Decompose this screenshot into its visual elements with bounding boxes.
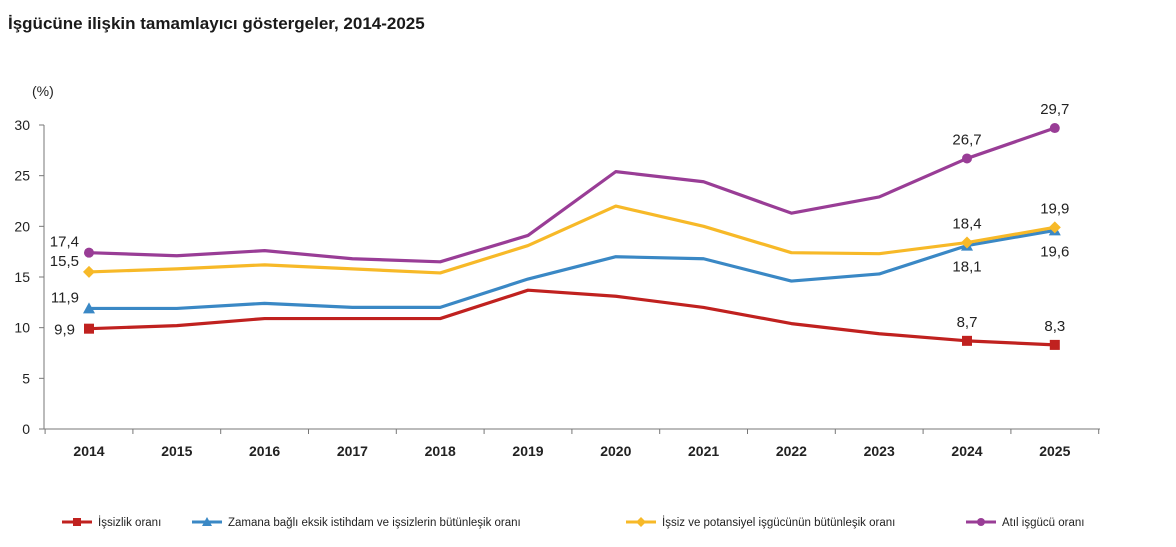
data-label: 18,1 xyxy=(952,259,981,276)
data-point-unemployment-rate xyxy=(1049,339,1060,350)
x-tick-label: 2021 xyxy=(688,443,719,459)
x-tick-label: 2024 xyxy=(951,443,982,459)
x-tick-label: 2017 xyxy=(337,443,368,459)
data-label: 11,9 xyxy=(51,289,79,306)
legend-marker-unemployment-rate xyxy=(73,518,81,526)
data-point-unemployment-rate xyxy=(962,335,972,346)
x-tick-label: 2014 xyxy=(73,443,104,459)
x-tick-label: 2023 xyxy=(864,443,895,459)
y-tick-label: 15 xyxy=(14,269,30,285)
legend-label-potential-labour-force-rate: İşsiz ve potansiyel işgücünün bütünleşik… xyxy=(662,516,895,529)
x-tick-label: 2016 xyxy=(249,443,280,459)
legend-marker-time-related-underemployment-rate xyxy=(202,517,212,526)
y-tick-label: 5 xyxy=(22,370,30,386)
y-tick-label: 25 xyxy=(14,168,30,184)
series-line-time-related-underemployment-rate xyxy=(87,228,1057,311)
data-label: 8,7 xyxy=(957,314,978,331)
y-tick-label: 10 xyxy=(14,320,30,336)
x-tick-label: 2020 xyxy=(600,443,631,459)
data-label: 17,4 xyxy=(50,234,79,251)
y-axis-unit-label: (%) xyxy=(32,83,54,99)
x-tick-label: 2015 xyxy=(161,443,192,459)
y-tick-label: 20 xyxy=(14,218,30,234)
data-label: 18,4 xyxy=(952,216,981,233)
data-point-labour-underutilization-rate xyxy=(1049,123,1060,134)
x-tick-label: 2022 xyxy=(776,443,807,459)
data-point-labour-underutilization-rate xyxy=(84,247,94,258)
data-label: 9,9 xyxy=(54,322,75,339)
data-point-potential-labour-force-rate xyxy=(1048,221,1061,234)
data-point-unemployment-rate xyxy=(84,323,94,334)
legend-marker-labour-underutilization-rate xyxy=(977,518,985,526)
data-point-potential-labour-force-rate xyxy=(961,236,973,249)
data-label: 26,7 xyxy=(952,131,981,148)
y-tick-label: 0 xyxy=(22,421,30,437)
data-label: 8,3 xyxy=(1044,318,1065,335)
data-label: 29,7 xyxy=(1040,101,1069,118)
y-tick-label: 30 xyxy=(14,117,30,133)
legend-marker-potential-labour-force-rate xyxy=(636,517,646,527)
legend-label-time-related-underemployment-rate: Zamana bağlı eksik istihdam ve işsizleri… xyxy=(228,517,521,529)
data-point-potential-labour-force-rate xyxy=(83,265,95,278)
data-point-time-related-underemployment-rate xyxy=(83,302,95,314)
series-line-labour-underutilization-rate xyxy=(87,126,1057,264)
legend-label-unemployment-rate: İşsizlik oranı xyxy=(98,516,161,529)
data-label: 19,9 xyxy=(1040,200,1069,217)
series-line-unemployment-rate xyxy=(87,288,1057,347)
chart-title: İşgücüne ilişkin tamamlayıcı göstergeler… xyxy=(8,14,425,33)
data-label: 19,6 xyxy=(1040,243,1069,260)
legend-label-labour-underutilization-rate: Atıl işgücü oranı xyxy=(1002,517,1084,529)
data-point-labour-underutilization-rate xyxy=(962,153,972,164)
x-tick-label: 2025 xyxy=(1039,443,1070,459)
series-line-potential-labour-force-rate xyxy=(87,204,1057,275)
data-label: 15,5 xyxy=(50,253,79,270)
x-tick-label: 2018 xyxy=(425,443,456,459)
x-tick-label: 2019 xyxy=(512,443,543,459)
